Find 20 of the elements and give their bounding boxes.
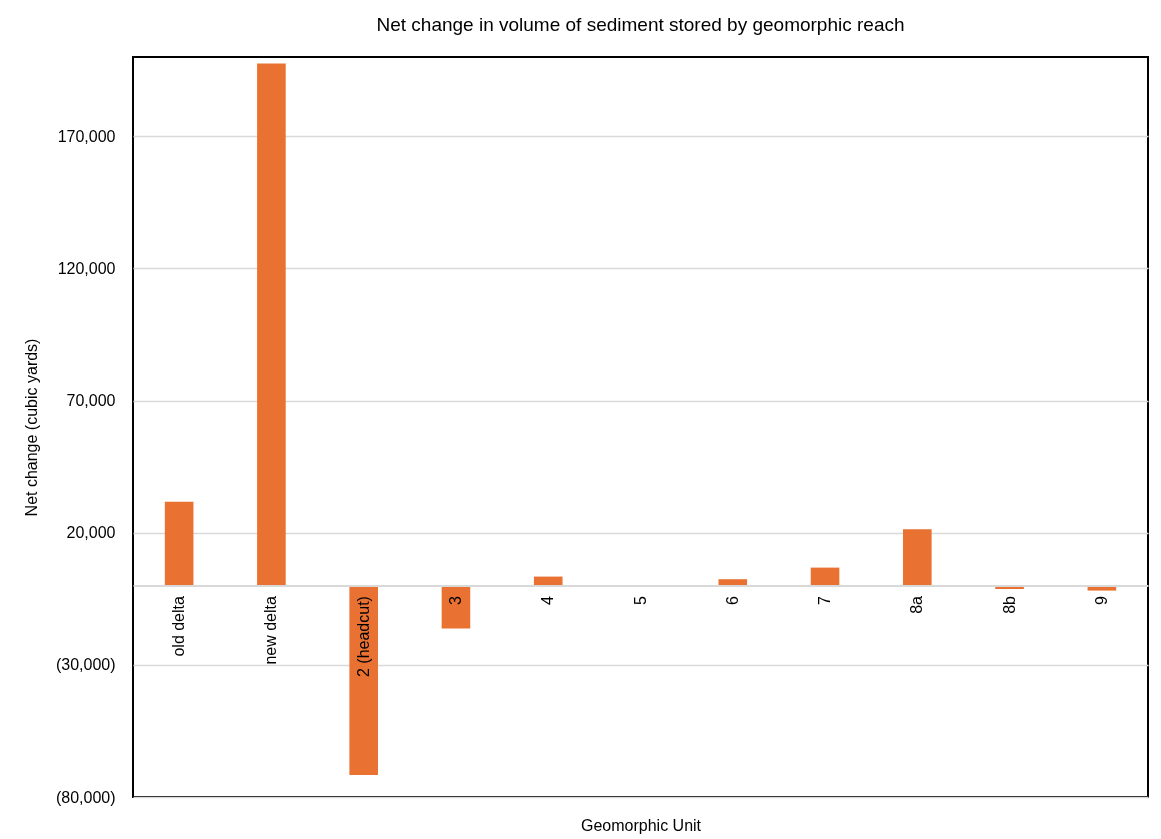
y-axis-title: Net change (cubic yards) (22, 338, 40, 517)
x-tick-label: old delta (170, 595, 188, 657)
y-tick-label: 170,000 (57, 127, 116, 145)
x-tick-label: 7 (816, 595, 834, 605)
x-tick-label: 8b (1000, 595, 1018, 614)
x-tick-label: 2 (headcut) (354, 596, 372, 678)
y-tick-label: 20,000 (66, 524, 116, 542)
x-axis-title: Geomorphic Unit (580, 816, 702, 834)
x-tick-label: 3 (446, 595, 464, 605)
x-tick-label: 9 (1092, 595, 1110, 605)
y-tick-label: (30,000) (55, 656, 116, 674)
x-tick-label: 5 (631, 595, 649, 605)
chart-title: Net change in volume of sediment stored by geomorphic reach (376, 14, 905, 35)
y-tick-label: (80,000) (55, 788, 116, 806)
x-tick-label: 8a (908, 595, 926, 614)
x-tick-label: 6 (723, 595, 741, 605)
x-tick-label: new delta (262, 595, 280, 665)
x-tick-label: 4 (539, 595, 557, 605)
y-tick-label: 70,000 (66, 392, 116, 410)
y-tick-label: 120,000 (57, 259, 116, 277)
